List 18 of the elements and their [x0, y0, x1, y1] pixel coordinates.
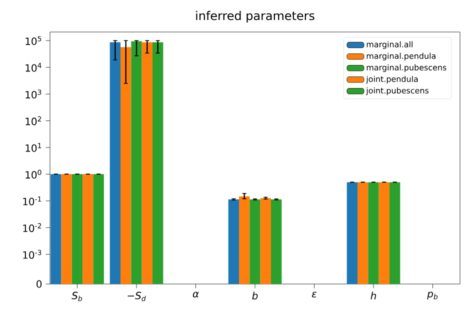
y-tick-label: 10$^{-3}$	[23, 250, 42, 259]
x-tick-label: h	[370, 292, 376, 300]
y-tick-label: 10$^{4}$	[26, 62, 42, 72]
x-tick-label: b	[252, 292, 258, 300]
y-tick-label: 10$^{2}$	[26, 116, 42, 126]
x-tick-label: ε	[312, 292, 317, 298]
x-tick-label: −S$_{d}$	[128, 292, 146, 302]
x-tick-label: α	[192, 292, 199, 298]
y-tick-label: 10$^{5}$	[26, 36, 42, 46]
x-tick-label: p$_{b}$	[427, 292, 438, 300]
y-tick-label: 0	[36, 280, 42, 288]
chart-title: inferred parameters	[196, 10, 314, 22]
y-tick-label: 10$^{1}$	[26, 143, 42, 152]
y-tick-label: 10$^{-1}$	[23, 196, 42, 206]
y-tick-label: 10$^{-2}$	[23, 223, 42, 232]
y-tick-label: 10$^{3}$	[26, 90, 42, 98]
y-tick-label: 10$^{0}$	[26, 170, 42, 179]
x-tick-label: S$_{b}$	[72, 292, 82, 302]
